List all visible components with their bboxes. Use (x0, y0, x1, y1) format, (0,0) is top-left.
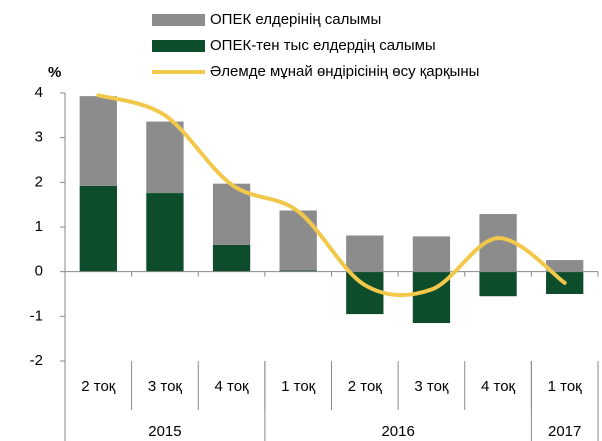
y-tick-label: 0 (35, 263, 43, 280)
x-tick-label: 2 тоқ (81, 378, 116, 395)
bar (546, 260, 584, 272)
bar (212, 244, 251, 272)
legend-label: ОПЕК елдерінің салымы (210, 11, 381, 28)
bar (79, 96, 117, 186)
line (96, 93, 567, 298)
bar (346, 235, 384, 272)
bar (212, 183, 251, 245)
bar (479, 271, 517, 297)
legend-swatch (152, 40, 205, 52)
x-tick-label: 1 тоқ (281, 378, 316, 395)
y-tick-label: 1 (35, 218, 43, 235)
x-tick-label: 3 тоқ (148, 378, 183, 395)
y-tick-label: -2 (30, 352, 43, 369)
bar (412, 236, 451, 272)
legend-label: ОПЕК-тен тыс елдердің салымы (210, 37, 436, 54)
y-tick-label: 4 (35, 84, 43, 101)
x-tick-label: 2 тоқ (348, 378, 383, 395)
y-tick-label: 3 (35, 129, 43, 146)
bar (146, 121, 184, 194)
bar (279, 270, 317, 272)
y-tick-label: -1 (30, 307, 43, 324)
year-label: 2015 (148, 423, 181, 440)
legend-label: Әлемде мұнай өндірісінің өсу қарқыны (210, 63, 479, 80)
y-tick-label: 2 (35, 173, 43, 190)
x-tick-label: 3 тоқ (414, 378, 449, 395)
x-tick-label: 1 тоқ (548, 378, 583, 395)
bar (279, 210, 317, 271)
legend-swatch (152, 14, 205, 26)
year-label: 2016 (381, 423, 414, 440)
bar (79, 185, 117, 272)
bar (146, 193, 184, 272)
x-tick-label: 4 тоқ (481, 378, 516, 395)
y-axis-label: % (48, 64, 61, 81)
year-label: 2017 (548, 423, 581, 440)
x-tick-label: 4 тоқ (215, 378, 250, 395)
